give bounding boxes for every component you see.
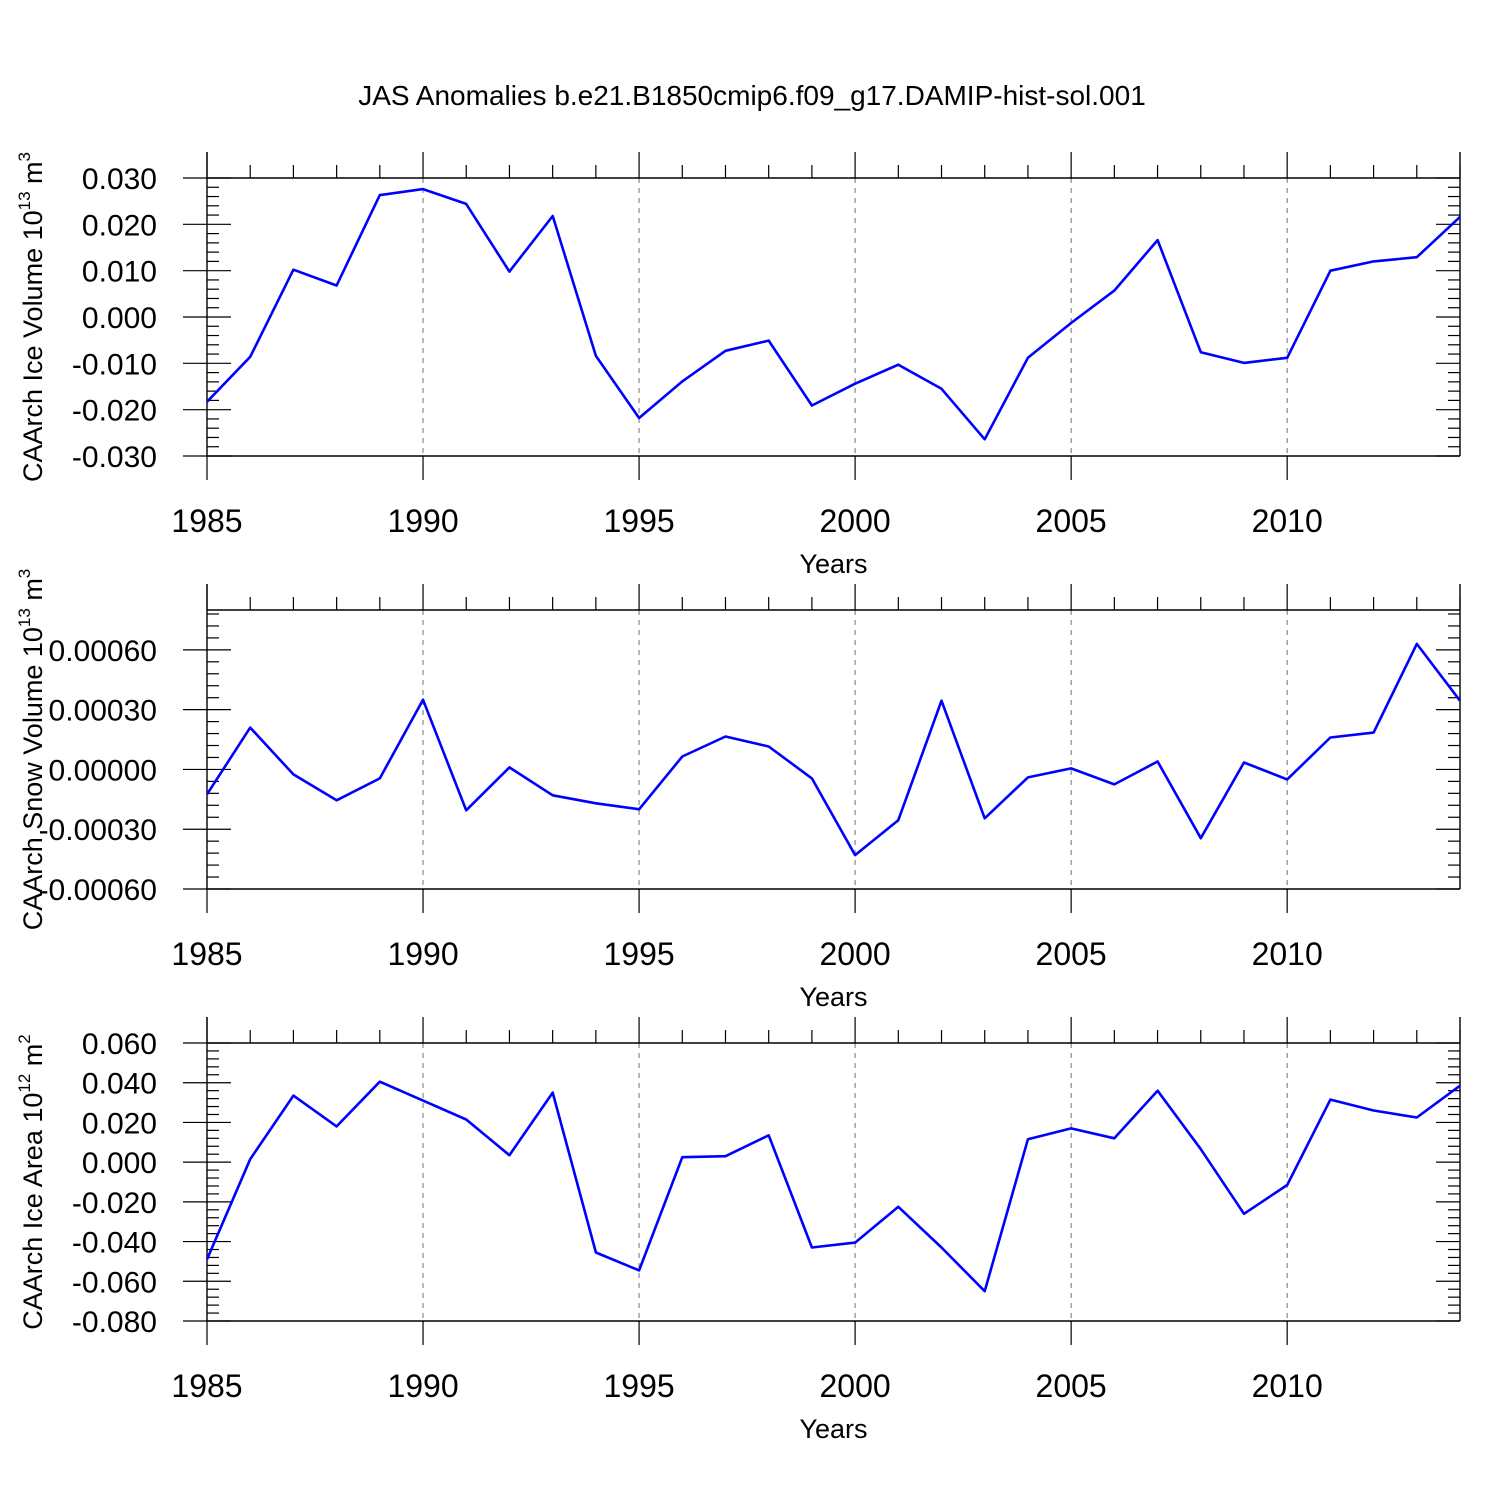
y-tick-label: 0.020 xyxy=(82,209,157,242)
y-tick-label: -0.020 xyxy=(72,1187,157,1220)
y-tick-label: 0.00060 xyxy=(49,635,157,668)
x-axis-label: Years xyxy=(799,1414,867,1444)
y-axis-label-text: CAArch Ice Volume 10 xyxy=(18,210,48,482)
y-axis-label-unit: m xyxy=(18,578,48,608)
y-tick-label: -0.080 xyxy=(72,1306,157,1339)
series-line xyxy=(205,1080,1461,1293)
x-tick-label: 2010 xyxy=(1252,1368,1323,1404)
y-tick-label: -0.020 xyxy=(72,395,157,428)
x-axis-label: Years xyxy=(799,982,867,1012)
x-tick-label: 1995 xyxy=(603,1368,674,1404)
x-tick-label: 1995 xyxy=(603,936,674,972)
y-tick-label: -0.040 xyxy=(72,1227,157,1260)
y-axis-label: CAArch Snow Volume 1013 m3 xyxy=(15,569,48,931)
y-tick-label: 0.00030 xyxy=(49,695,157,728)
figure-title: JAS Anomalies b.e21.B1850cmip6.f09_g17.D… xyxy=(358,80,1146,111)
y-axis-label-text: CAArch Ice Area 10 xyxy=(18,1093,48,1330)
y-tick-label: 0.030 xyxy=(82,163,157,196)
x-tick-label: 2000 xyxy=(820,936,891,972)
chart-panel-2: 1985 1990 1995 2000 2005 2010 -0.00060 -0.00030… xyxy=(15,569,1462,1012)
y-tick-label: -0.060 xyxy=(72,1266,157,1299)
x-tick-label: 1985 xyxy=(171,503,242,539)
y-axis-label-unit-exponent: 3 xyxy=(15,152,34,161)
y-axis-label-exponent: 13 xyxy=(15,191,34,210)
chart-panel-3: 1985 1990 1995 2000 2005 2010 -0.080 -0.060 -0.0… xyxy=(15,1017,1461,1444)
y-axis-label-unit: m xyxy=(18,161,48,191)
x-tick-label: 1995 xyxy=(603,503,674,539)
x-tick-label: 2005 xyxy=(1036,1368,1107,1404)
x-tick-label: 2005 xyxy=(1036,936,1107,972)
y-tick-label: 0.000 xyxy=(82,302,157,335)
y-tick-label: -0.00030 xyxy=(39,814,157,847)
chart-panel-1: 1985 1990 1995 2000 2005 2010 -0.030 -0.020 -0.0… xyxy=(15,152,1461,579)
y-axis-label: CAArch Ice Area 1012 m2 xyxy=(15,1034,48,1330)
y-tick-label: 0.040 xyxy=(82,1068,157,1101)
x-tick-label: 1990 xyxy=(387,936,458,972)
y-tick-label: 0.000 xyxy=(82,1147,157,1180)
x-tick-label: 1990 xyxy=(387,503,458,539)
y-tick-label: 0.020 xyxy=(82,1107,157,1140)
y-axis-label-unit-exponent: 3 xyxy=(15,569,34,578)
y-tick-label: 0.010 xyxy=(82,256,157,289)
x-tick-label: 1985 xyxy=(171,936,242,972)
y-tick-label: -0.030 xyxy=(72,441,157,474)
x-tick-label: 1990 xyxy=(387,1368,458,1404)
y-axis-label-text: CAArch Snow Volume 10 xyxy=(18,627,48,930)
panels: 1985 1990 1995 2000 2005 2010 -0.030 -0.020 -0.0… xyxy=(15,152,1462,1444)
x-tick-label: 2010 xyxy=(1252,503,1323,539)
y-axis-label-unit-exponent: 2 xyxy=(15,1034,34,1043)
y-tick-label: 0.060 xyxy=(82,1028,157,1061)
series-line xyxy=(205,642,1462,857)
y-tick-label: -0.010 xyxy=(72,348,157,381)
y-axis-label-unit: m xyxy=(18,1044,48,1074)
x-tick-label: 2005 xyxy=(1036,503,1107,539)
series-line xyxy=(206,187,1461,441)
y-axis-label-exponent: 13 xyxy=(15,608,34,627)
y-axis-label: CAArch Ice Volume 1013 m3 xyxy=(15,152,48,482)
x-tick-label: 2000 xyxy=(820,1368,891,1404)
x-tick-label: 1985 xyxy=(171,1368,242,1404)
x-axis-label: Years xyxy=(799,549,867,579)
x-tick-label: 2000 xyxy=(820,503,891,539)
x-tick-label: 2010 xyxy=(1252,936,1323,972)
y-tick-label: -0.00060 xyxy=(39,874,157,907)
y-tick-label: 0.00000 xyxy=(49,754,157,787)
y-axis-label-exponent: 12 xyxy=(15,1074,34,1093)
